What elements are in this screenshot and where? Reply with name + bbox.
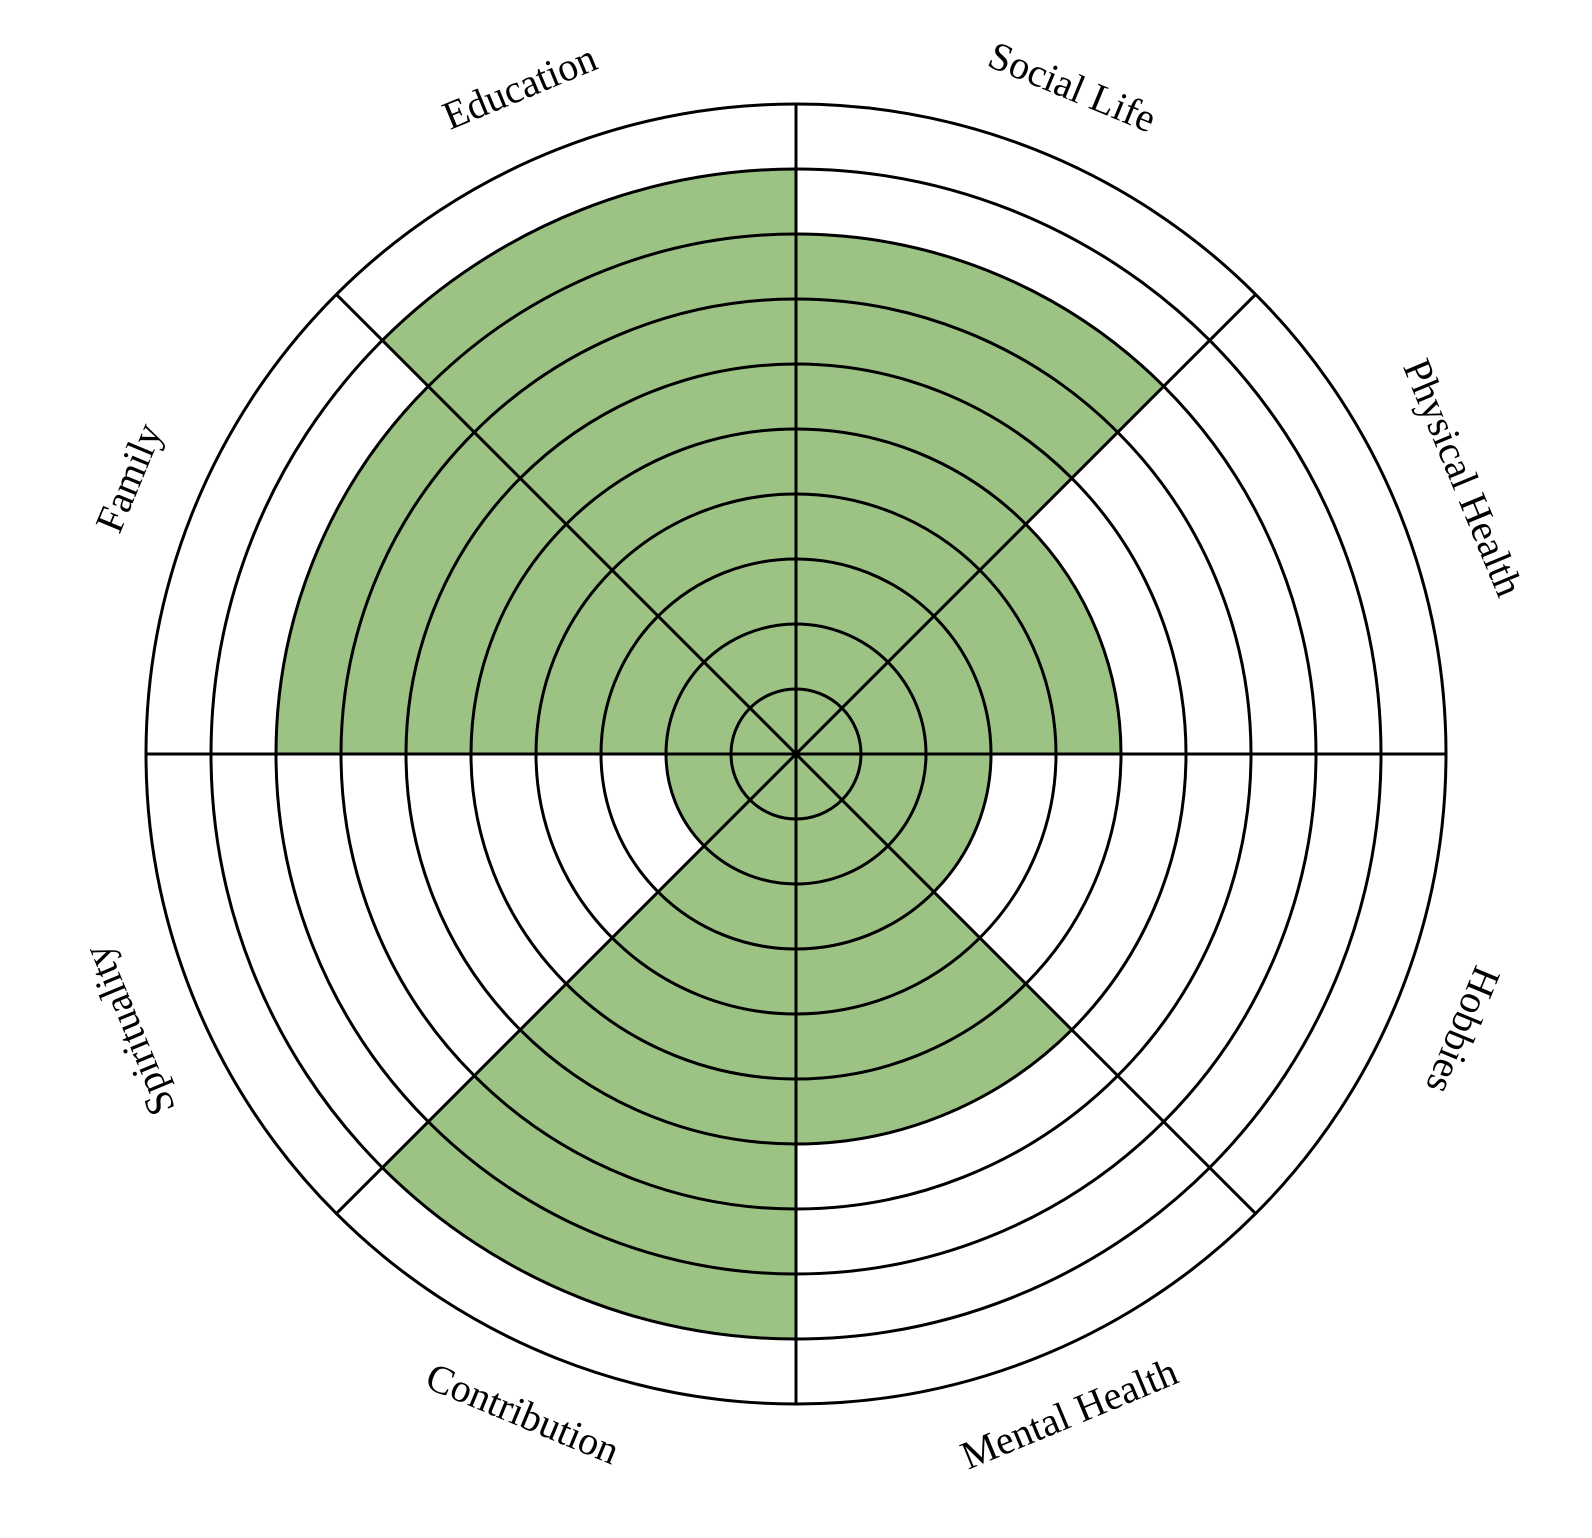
label-mental-health: Mental Health [954, 1349, 1184, 1479]
sector-mental-health [796, 754, 1072, 1144]
label-spirituality: Spirituality [73, 939, 183, 1123]
label-family: Family [86, 417, 171, 539]
sector-social-life [796, 234, 1164, 754]
sector-education [382, 169, 796, 754]
sector-contribution [382, 754, 796, 1339]
label-physical-health: Physical Health [1394, 352, 1532, 602]
label-hobbies: Hobbies [1417, 960, 1510, 1100]
sector-spirituality [666, 754, 796, 846]
divider-line-4 [335, 293, 1257, 1215]
sector-physical-health [796, 524, 1121, 754]
label-education: Education [436, 35, 603, 139]
category-dividers [146, 104, 1446, 1404]
sector-family [276, 386, 796, 754]
sector-hobbies [796, 754, 991, 892]
label-social-life: Social Life [982, 32, 1162, 141]
filled-sectors [276, 169, 1164, 1339]
